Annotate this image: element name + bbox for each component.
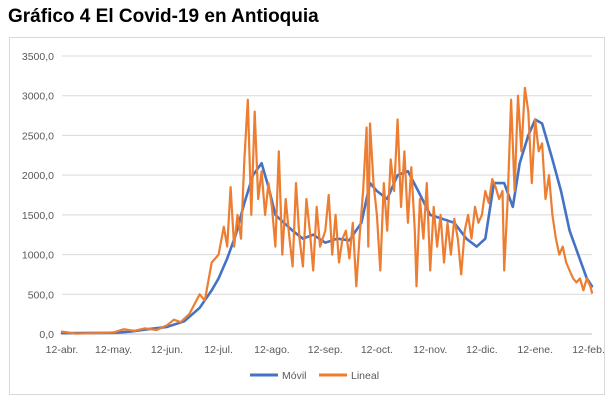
y-tick-label: 2500,0	[22, 130, 54, 142]
x-tick-label: 12-dic.	[466, 344, 498, 356]
y-tick-label: 1500,0	[22, 210, 54, 222]
chart-frame: 0,0 500,0 1000,0 1500,0 2000,0 2500,0 3000,0 35…	[9, 37, 605, 395]
x-tick-label: 12-abr.	[46, 344, 79, 356]
x-tick-label: 12-jun.	[151, 344, 183, 356]
legend-label-lineal: Lineal	[351, 370, 379, 382]
page-title: Gráfico 4 El Covid-19 en Antioquia	[8, 6, 319, 27]
legend: Móvil Lineal	[250, 370, 379, 382]
x-tick-label: 12-ago.	[254, 344, 290, 356]
series-line-lineal	[60, 86, 594, 335]
x-tick-label: 12-may.	[95, 344, 132, 356]
x-tick-label: 12-oct.	[361, 344, 393, 356]
line-chart: 0,0 500,0 1000,0 1500,0 2000,0 2500,0 3000,0 35…	[22, 51, 605, 382]
y-axis-tick-labels: 0,0 500,0 1000,0 1500,0 2000,0 2500,0 3000,0 35…	[22, 51, 54, 341]
y-tick-label: 0,0	[39, 329, 54, 341]
y-tick-label: 3500,0	[22, 51, 54, 63]
series-lines	[60, 86, 594, 335]
x-tick-label: 12-ene.	[517, 344, 553, 356]
x-tick-label: 12-feb.	[572, 344, 605, 356]
x-tick-label: 12-nov.	[413, 344, 447, 356]
y-tick-label: 3000,0	[22, 91, 54, 103]
x-axis-tick-labels: 12-abr. 12-may. 12-jun. 12-jul. 12-ago. 12-se…	[46, 344, 605, 356]
x-tick-label: 12-sep.	[308, 344, 343, 356]
legend-label-movil: Móvil	[282, 370, 307, 382]
y-tick-label: 500,0	[28, 289, 54, 301]
gridlines	[62, 55, 592, 335]
y-tick-label: 1000,0	[22, 250, 54, 262]
x-tick-label: 12-jul.	[204, 344, 233, 356]
y-tick-label: 2000,0	[22, 170, 54, 182]
